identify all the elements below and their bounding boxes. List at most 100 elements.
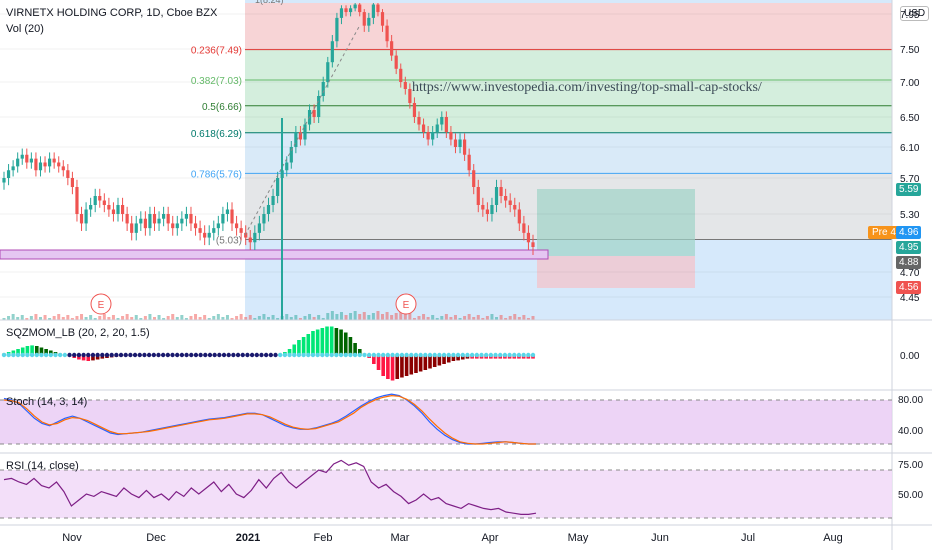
squeeze-dot: [25, 352, 30, 358]
candle-body: [125, 214, 129, 224]
volume-bar: [75, 316, 79, 320]
momentum-bar: [381, 355, 385, 376]
price-axis-label: 7.95: [900, 10, 920, 21]
candle-body: [303, 124, 307, 140]
earnings-marker[interactable]: E: [395, 293, 417, 315]
support-zone[interactable]: [0, 249, 549, 260]
candle-body: [239, 228, 243, 233]
squeeze-dot: [118, 352, 124, 358]
sqzmom-label[interactable]: SQZMOM_LB (20, 2, 20, 1.5): [6, 327, 150, 339]
squeeze-dot: [231, 352, 236, 358]
fib-level-label: 0.236(7.49): [191, 46, 242, 57]
candle-body: [376, 4, 380, 13]
stoch-axis-label: 80.00: [898, 395, 923, 406]
squeeze-dot: [399, 352, 405, 358]
volume-bar: [463, 316, 467, 320]
candle-body: [175, 223, 179, 229]
squeeze-dot: [273, 352, 278, 358]
price-axis-label: 4.70: [900, 268, 920, 279]
squeeze-dot: [409, 352, 414, 358]
volume-bar: [253, 318, 257, 320]
squeeze-dot: [437, 352, 442, 358]
squeeze-dot: [296, 352, 302, 358]
candle-body: [294, 132, 298, 147]
squeeze-dot: [334, 352, 339, 358]
time-axis[interactable]: Nov Dec 2021 Feb Mar Apr May Jun Jul Aug: [62, 532, 843, 544]
price-axis-label: 6.10: [900, 143, 920, 154]
candle-body: [6, 170, 11, 178]
candle-body: [207, 232, 211, 238]
earnings-marker-label: E: [98, 300, 105, 311]
volume-bar: [385, 312, 389, 320]
volume-bar: [38, 317, 42, 320]
squeeze-dot: [207, 352, 213, 358]
volume-bar: [344, 315, 348, 320]
fib-retracement[interactable]: 0.236(7.49) 0.382(7.03) 0.5(6.66) 0.618(6.2…: [191, 0, 892, 246]
volume-bar: [422, 314, 426, 320]
time-axis-label: Mar: [391, 532, 410, 544]
candle-body: [16, 158, 20, 167]
squeeze-dot: [329, 352, 334, 358]
squeeze-dot: [310, 352, 316, 358]
stoch-label[interactable]: Stoch (14, 3, 14): [6, 396, 88, 408]
candle-body: [244, 232, 248, 238]
squeeze-dot: [357, 352, 362, 358]
candle-body: [458, 139, 462, 147]
price-tag-456: 4.56: [896, 281, 922, 294]
volume-bar: [48, 318, 52, 320]
volume-bar: [531, 316, 535, 320]
volume-bar: [184, 318, 188, 320]
volume-bar: [508, 316, 512, 320]
squeeze-dot: [245, 352, 250, 358]
currency-badge[interactable]: USD: [900, 6, 930, 21]
fib-top-label: 1(8.24): [255, 0, 284, 5]
sqz-axis-label: 0.00: [900, 351, 920, 362]
annotation-url[interactable]: https://www.investopedia.com/investing/t…: [412, 80, 762, 95]
symbol-title[interactable]: VIRNETX HOLDING CORP, 1D, Cboe BZX: [6, 7, 218, 19]
squeeze-dot: [151, 352, 157, 358]
squeeze-dot: [376, 352, 381, 358]
candles: [2, 3, 535, 255]
volume-bar: [408, 312, 412, 320]
candle-body: [412, 103, 417, 117]
price-tag-496: 4.96: [896, 226, 922, 239]
volume-label[interactable]: Vol (20): [6, 23, 44, 35]
candle-body: [20, 154, 24, 159]
volume-bar: [367, 315, 371, 320]
squeeze-dot: [20, 352, 25, 358]
earnings-marker[interactable]: E: [90, 293, 112, 315]
momentum-bar: [409, 355, 414, 375]
volume-bar: [417, 316, 421, 320]
long-position-profit-zone[interactable]: [537, 189, 695, 256]
candle-body: [43, 162, 47, 167]
candle-body: [11, 166, 15, 171]
rsi-label[interactable]: RSI (14, close): [6, 460, 79, 472]
momentum-bar: [386, 355, 390, 379]
momentum-bar: [456, 355, 460, 361]
squeeze-dot: [306, 352, 311, 358]
candle-body: [298, 132, 303, 140]
rsi-band: [0, 470, 892, 518]
candle-body: [193, 223, 198, 229]
long-position-loss-zone[interactable]: [537, 256, 695, 288]
candle-body: [221, 214, 225, 224]
candle-body: [431, 132, 435, 140]
volume-bar: [517, 317, 521, 320]
momentum-bar: [306, 334, 311, 355]
squeeze-dot: [184, 352, 189, 358]
squeeze-dot: [441, 352, 447, 358]
candle-body: [362, 12, 366, 26]
momentum-bar: [91, 355, 95, 361]
squeeze-dot: [292, 352, 297, 358]
squeeze-dot: [95, 352, 100, 358]
trend-line[interactable]: [244, 24, 361, 236]
momentum-bar: [414, 355, 418, 373]
candle-body: [317, 96, 321, 117]
candle-body: [152, 214, 157, 224]
squeeze-dot: [521, 352, 526, 358]
volume-bar: [121, 316, 125, 320]
price-axis[interactable]: 7.95 7.50 7.00 6.50 6.10 5.70 5.30 4.70 4.45 0.00…: [898, 10, 923, 501]
squeeze-dot: [390, 352, 395, 358]
squeeze-dot: [352, 352, 358, 358]
candle-body: [116, 205, 120, 214]
